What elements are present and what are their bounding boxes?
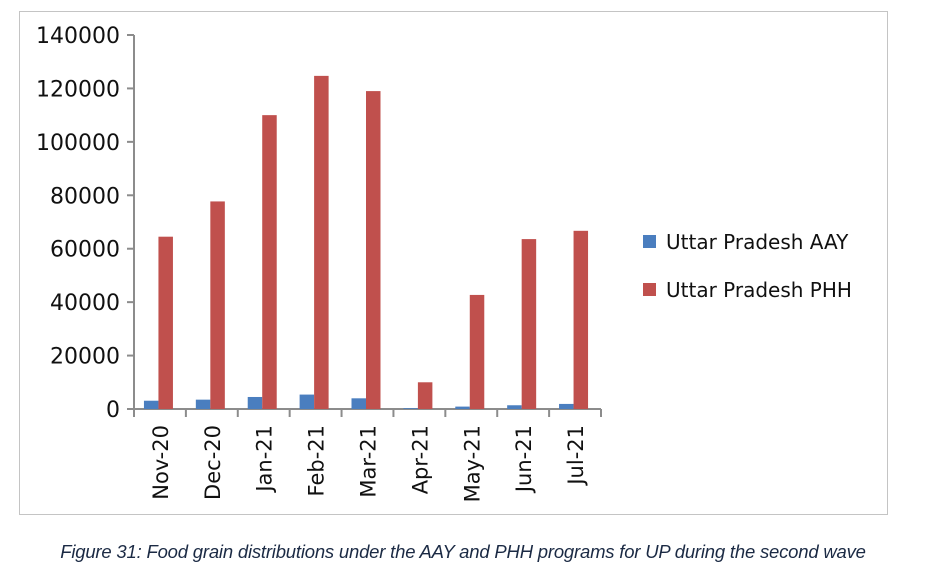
- y-tick-label: 80000: [50, 184, 120, 209]
- y-axis: 0 20000 40000 60000 80000 100000 120000 140000: [36, 24, 135, 423]
- bar-aay-dec-20: [195, 399, 211, 409]
- bar-aay-apr-21: [403, 408, 418, 409]
- bar-phh-jun-21: [521, 239, 537, 409]
- y-tick-label: 140000: [36, 24, 120, 49]
- y-tick-label: 120000: [36, 77, 120, 102]
- y-tick-label: 40000: [50, 291, 120, 316]
- figure-caption: Figure 31: Food grain distributions unde…: [60, 541, 866, 562]
- x-tick-label: Jul-21: [564, 425, 588, 487]
- x-axis: Nov-20 Dec-20 Jan-21 Feb-21 Mar-21 Apr-21 May-…: [133, 408, 602, 502]
- bar-aay-feb-21: [299, 394, 315, 409]
- bar-phh-mar-21: [366, 91, 381, 409]
- legend-label-aay: Uttar Pradesh AAY: [666, 230, 849, 254]
- y-tick-label: 20000: [50, 345, 120, 370]
- y-tick-label: 0: [106, 398, 120, 423]
- bar-aay-may-21: [455, 406, 470, 409]
- x-tick-label: Mar-21: [357, 425, 381, 498]
- y-tick-label: 100000: [36, 131, 120, 156]
- x-tick-label: Dec-20: [201, 425, 225, 500]
- legend-label-phh: Uttar Pradesh PHH: [666, 278, 852, 302]
- legend-swatch-phh: [643, 283, 656, 296]
- x-tick-label: Apr-21: [408, 425, 432, 494]
- bar-aay-mar-21: [351, 398, 366, 409]
- bar-aay-jul-21: [559, 403, 574, 409]
- bar-phh-dec-20: [210, 201, 225, 409]
- x-tick-label: Feb-21: [305, 425, 329, 496]
- bar-phh-apr-21: [417, 382, 433, 409]
- bar-aay-nov-20: [143, 400, 159, 409]
- bar-aay-jan-21: [247, 396, 263, 409]
- bar-phh-feb-21: [314, 75, 329, 409]
- legend: Uttar Pradesh AAY Uttar Pradesh PHH: [643, 230, 852, 302]
- bar-aay-jun-21: [507, 405, 522, 409]
- bar-phh-jul-21: [573, 230, 589, 409]
- x-tick-label: Nov-20: [149, 425, 173, 500]
- bar-phh-jan-21: [262, 115, 277, 410]
- bar-phh-may-21: [469, 294, 485, 409]
- bar-phh-nov-20: [158, 236, 173, 409]
- x-tick-label: Jun-21: [512, 425, 536, 494]
- legend-swatch-aay: [643, 235, 656, 248]
- y-tick-label: 60000: [50, 238, 120, 263]
- x-tick-label: May-21: [460, 425, 484, 502]
- bars: [143, 75, 589, 410]
- x-tick-label: Jan-21: [253, 425, 277, 494]
